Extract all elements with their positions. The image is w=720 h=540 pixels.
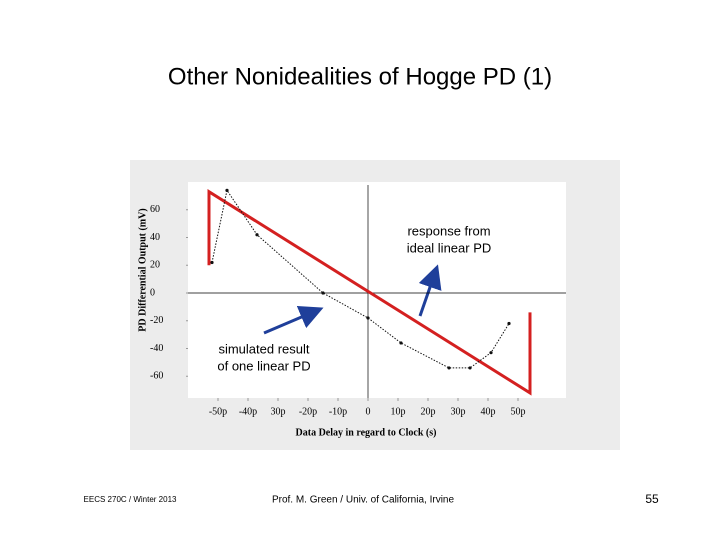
x-tick-label: 0: [366, 406, 371, 417]
x-tick-label: -40p: [239, 406, 257, 417]
y-tick-label: 0: [150, 287, 155, 298]
x-tick-label: 50p: [511, 406, 526, 417]
data-point: [507, 321, 511, 326]
data-point: [321, 291, 325, 295]
y-tick-label: -60: [150, 371, 163, 382]
y-tick-label: -20: [150, 315, 163, 326]
x-tick-label: -10p: [329, 406, 347, 417]
annotation: simulated result: [218, 341, 309, 356]
x-tick-label: 10p: [391, 406, 406, 417]
arrow: [263, 306, 324, 335]
x-tick-label: 30p: [271, 406, 286, 417]
x-tick-label: -20p: [299, 406, 317, 417]
ideal-line: [207, 189, 532, 396]
data-point: [468, 366, 472, 370]
annotation-bg: [209, 359, 319, 375]
data-point: [399, 341, 403, 345]
x-tick-label: 20p: [421, 406, 436, 417]
annotation-bg: [209, 342, 319, 358]
data-point: [489, 351, 493, 355]
page-number: 55: [645, 492, 659, 506]
y-tick-label: 40: [150, 232, 160, 243]
slide-title: Other Nonidealities of Hogge PD (1): [168, 63, 552, 90]
x-tick-label: -50p: [209, 406, 227, 417]
annotation-bg: [394, 241, 504, 257]
simulated-line: [211, 189, 510, 369]
data-point: [210, 260, 214, 265]
annotation: of one linear PD: [217, 358, 310, 373]
data-point: [366, 316, 370, 320]
data-point: [255, 233, 259, 237]
annotation: response from: [407, 223, 490, 238]
x-axis-label: Data Delay in regard to Clock (s): [296, 427, 437, 438]
x-tick-label: 40p: [481, 406, 496, 417]
y-axis-label: PD Differential Output (mV): [137, 208, 148, 331]
footer-center: Prof. M. Green / Univ. of California, Ir…: [272, 495, 455, 506]
footer-left: EECS 270C / Winter 2013: [84, 495, 177, 504]
y-tick-label: 60: [150, 204, 160, 215]
annotation: ideal linear PD: [407, 240, 492, 255]
data-point: [447, 366, 451, 370]
x-tick-label: 30p: [451, 406, 466, 417]
y-tick-label: -40: [150, 343, 163, 354]
y-tick-label: 20: [150, 260, 160, 271]
annotation-bg: [394, 224, 504, 240]
data-point: [225, 188, 229, 192]
